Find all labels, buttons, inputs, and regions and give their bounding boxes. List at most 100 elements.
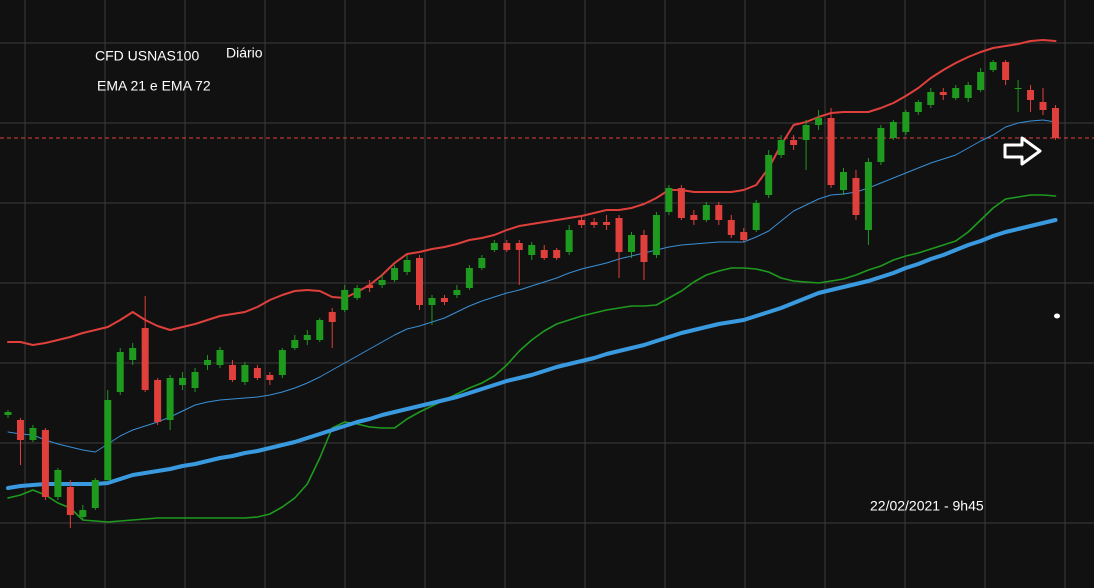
- candle-body: [877, 128, 885, 162]
- candle-body: [578, 220, 586, 225]
- candle-body: [702, 205, 710, 220]
- indicator-line: [7, 39, 1057, 346]
- candle-body: [565, 230, 573, 252]
- candle-body: [540, 250, 548, 258]
- candle-body: [1014, 88, 1022, 89]
- indicator-line: [7, 119, 1056, 453]
- candle-body: [179, 378, 187, 385]
- candle-body: [378, 280, 386, 285]
- cursor-dot: [1054, 313, 1060, 319]
- candle-body: [154, 380, 162, 422]
- candle-body: [752, 203, 760, 230]
- candle-body: [677, 188, 685, 218]
- candle-body: [515, 243, 523, 250]
- candle-body: [715, 205, 723, 220]
- candle-body: [391, 268, 399, 280]
- candle-body: [615, 218, 623, 252]
- candle-body: [652, 215, 660, 255]
- plot: [0, 39, 1094, 528]
- period-label: Diário: [226, 45, 263, 61]
- candle-body: [927, 92, 935, 105]
- candle-body: [503, 243, 511, 250]
- candle-body: [4, 412, 12, 415]
- candle-body: [1039, 102, 1047, 110]
- candle-body: [802, 125, 810, 140]
- candle-body: [41, 430, 49, 497]
- candle-body: [914, 102, 922, 112]
- candle-body: [403, 260, 411, 272]
- candle-body: [777, 140, 785, 155]
- candle-body: [228, 365, 236, 380]
- candle-body: [79, 510, 87, 517]
- candle-body: [553, 250, 561, 258]
- candle-body: [964, 85, 972, 98]
- arrow-icon: [1003, 136, 1042, 166]
- candle-body: [827, 118, 835, 185]
- candle-body: [665, 188, 673, 212]
- candle-body: [328, 312, 336, 322]
- candle-body: [628, 235, 635, 252]
- candle-body: [291, 340, 299, 348]
- candle-body: [528, 245, 536, 255]
- candle-body: [690, 215, 698, 220]
- candle-body: [839, 172, 847, 190]
- candle-body: [977, 72, 985, 90]
- vertical-grid: [24, 0, 1066, 588]
- candle-body: [453, 290, 461, 295]
- candle-body: [790, 140, 798, 145]
- candle-body: [727, 220, 735, 235]
- candle-body: [640, 235, 648, 262]
- candle-body: [303, 335, 311, 340]
- candle-body: [590, 222, 598, 225]
- candle-body: [889, 122, 897, 138]
- candle-body: [989, 62, 997, 70]
- candle-body: [416, 258, 424, 305]
- candle-body: [740, 232, 748, 240]
- candle-body: [366, 285, 374, 288]
- candle-body: [141, 328, 149, 390]
- candle-body: [341, 290, 349, 310]
- candle-body: [1027, 90, 1035, 100]
- candle-body: [278, 350, 286, 375]
- candle-body: [465, 268, 473, 288]
- indicators-label: EMA 21 e EMA 72: [97, 78, 211, 94]
- candle-body: [1051, 108, 1059, 138]
- candle-body: [16, 420, 24, 440]
- candle-body: [1002, 62, 1010, 80]
- candle-body: [428, 298, 436, 305]
- candle-body: [191, 372, 199, 388]
- candle-body: [478, 258, 486, 268]
- candle-body: [204, 360, 212, 365]
- candle-body: [116, 352, 124, 392]
- candle-body: [952, 88, 960, 98]
- candle-body: [216, 350, 224, 365]
- candle-body: [54, 470, 62, 497]
- candle-body: [66, 487, 74, 515]
- candle-body: [765, 155, 773, 195]
- candle-body: [939, 92, 947, 95]
- candle-body: [266, 375, 274, 380]
- candle-body: [852, 178, 860, 215]
- candle-body: [104, 400, 112, 480]
- candle-body: [253, 368, 261, 378]
- candle-body: [316, 320, 324, 340]
- indicator-line: [7, 194, 1057, 523]
- candle-body: [353, 288, 361, 298]
- candle-body: [166, 378, 174, 420]
- chart-title: CFD USNAS100: [95, 48, 199, 64]
- timestamp-label: 22/02/2021 - 9h45: [870, 498, 984, 514]
- candle-body: [815, 118, 823, 125]
- candle-body: [864, 162, 872, 230]
- candle-body: [241, 365, 249, 382]
- indicator-line: [6, 218, 1058, 490]
- candle-body: [490, 243, 498, 250]
- candle-body: [91, 480, 99, 508]
- candle-body: [440, 298, 448, 302]
- candle-body: [29, 428, 37, 440]
- candle-body: [902, 112, 910, 132]
- candle-body: [603, 222, 611, 225]
- candle-body: [129, 348, 137, 360]
